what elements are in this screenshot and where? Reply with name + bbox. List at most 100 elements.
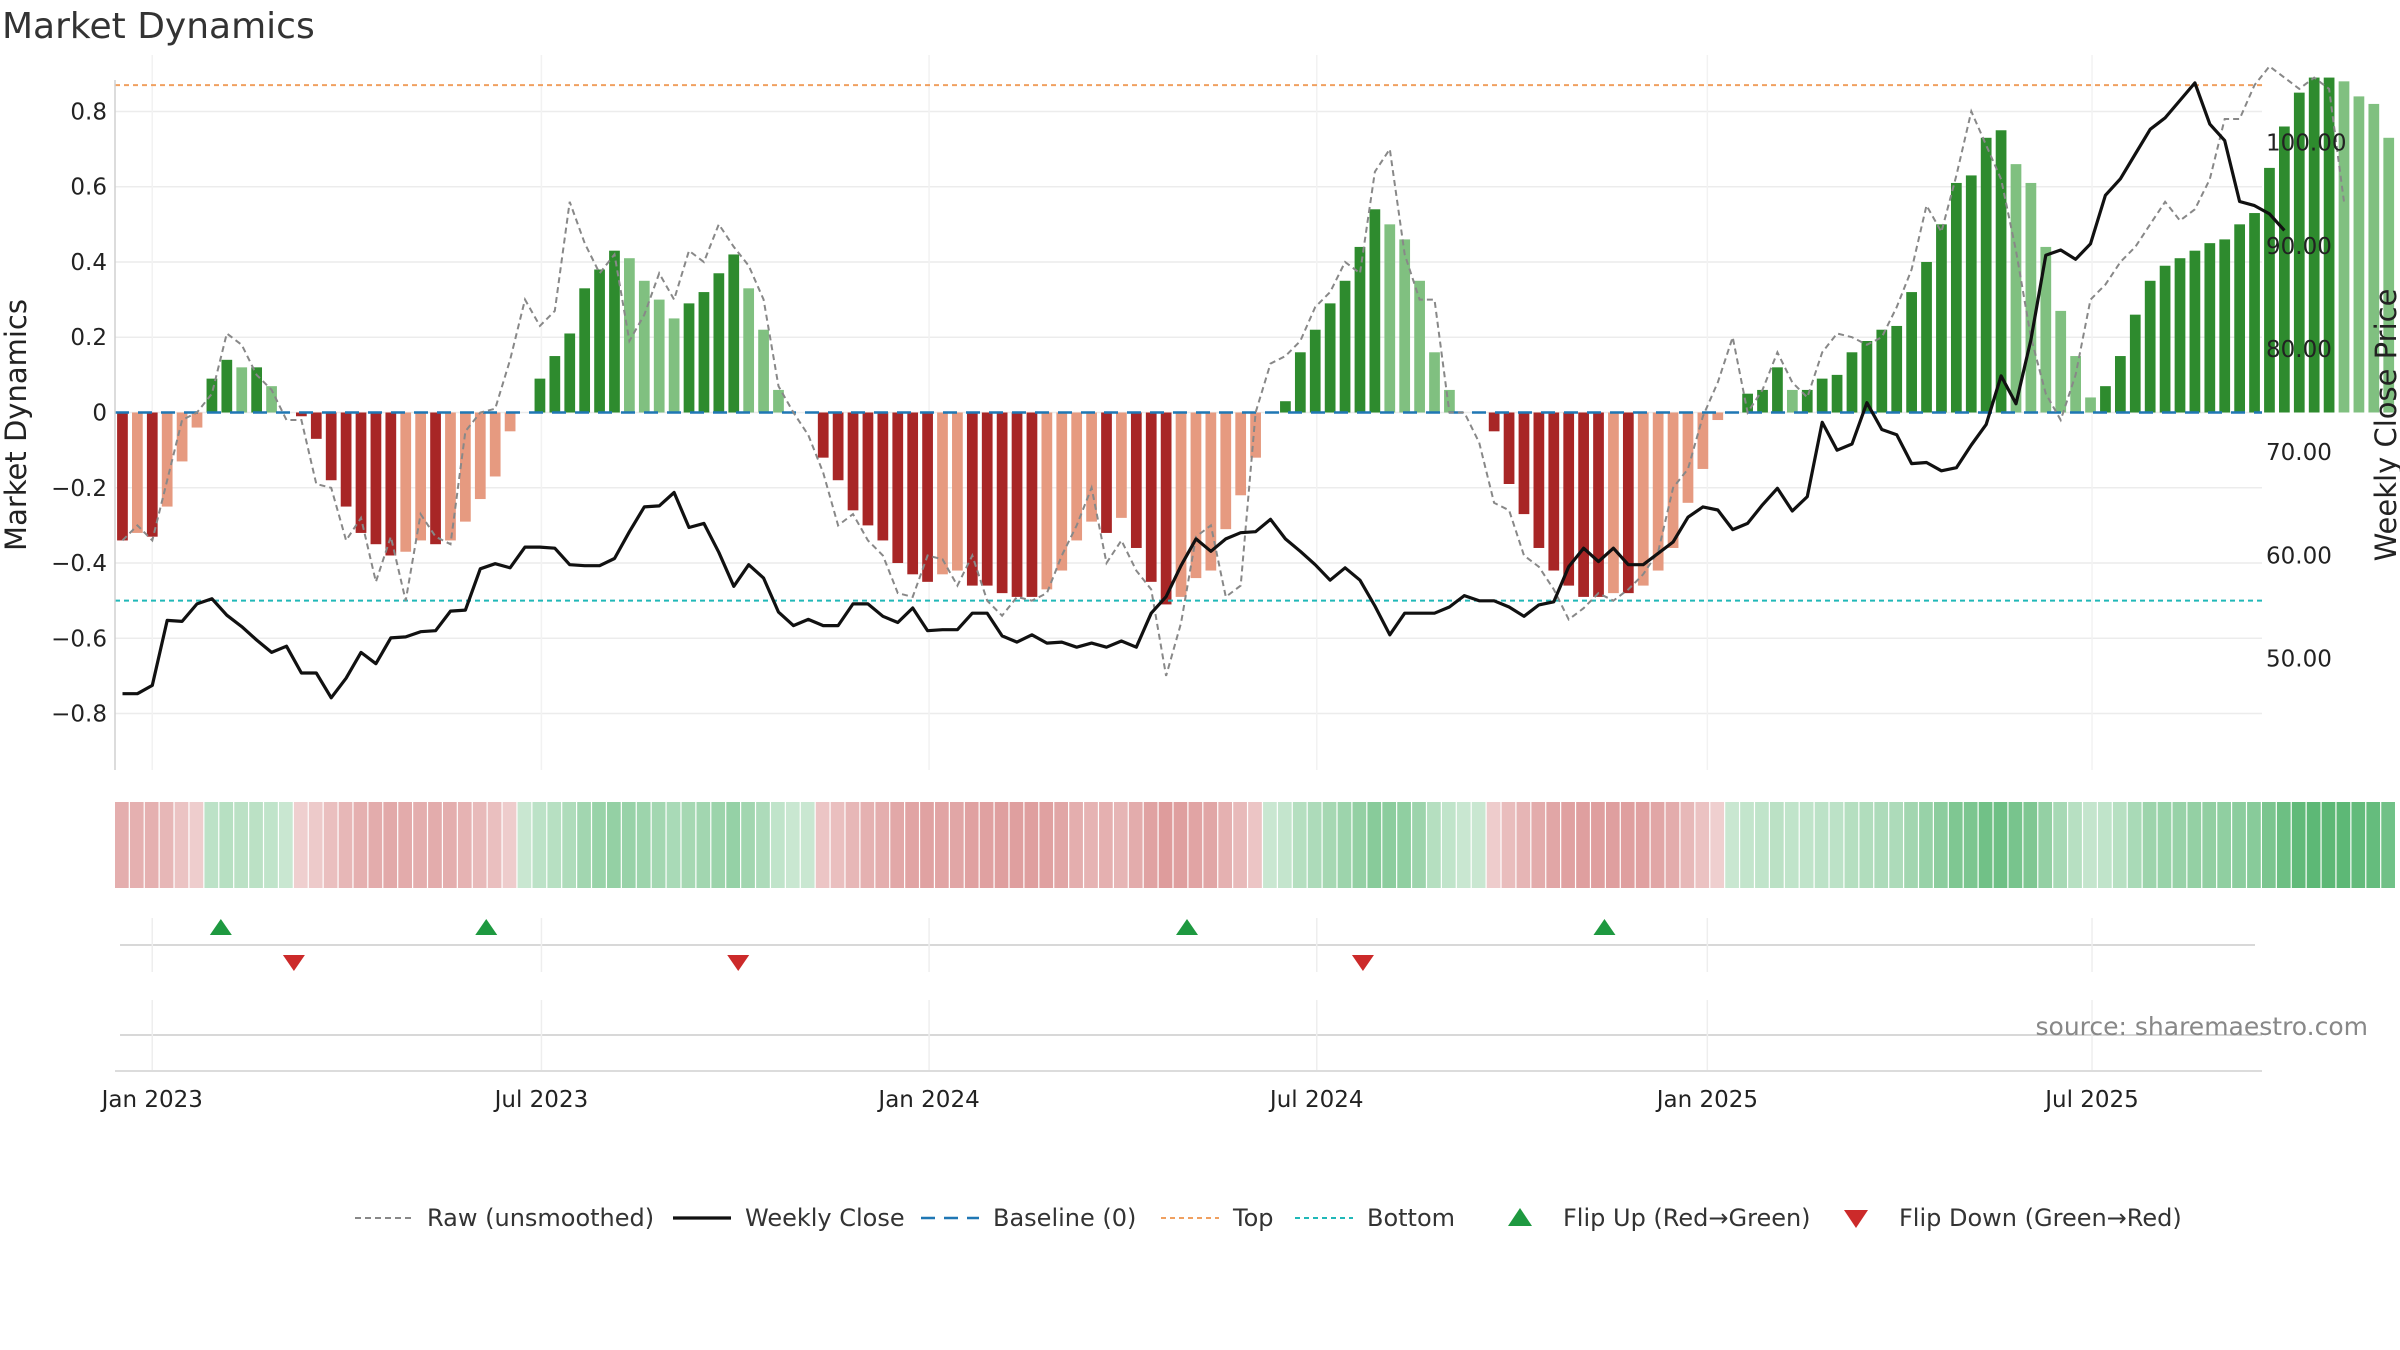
regime-cell: [1948, 802, 1963, 888]
dynamics-bar: [1682, 412, 1694, 503]
legend-swatch-flip-down: [1844, 1210, 1868, 1228]
dynamics-bars: [117, 77, 2395, 605]
regime-cell: [1277, 802, 1292, 888]
dynamics-bar: [1533, 412, 1545, 548]
regime-cell: [666, 802, 681, 888]
dynamics-bar: [415, 412, 427, 541]
dynamics-bar: [2055, 310, 2067, 413]
regime-cell: [1337, 802, 1352, 888]
axes: 0.8 0.6 0.4 0.2 0 −0.2 −0.4 −0.6 −0.8 100.00 90.00…: [51, 80, 2346, 770]
dynamics-bar: [2070, 356, 2081, 413]
regime-cell: [1695, 802, 1710, 888]
regime-cell: [457, 802, 472, 888]
regime-cell: [1367, 802, 1382, 888]
regime-cell: [1352, 802, 1367, 888]
regime-cell: [2262, 802, 2276, 888]
regime-cell: [1516, 802, 1531, 888]
dynamics-bar: [668, 318, 680, 413]
regime-cell: [144, 802, 159, 888]
regime-cell: [2187, 802, 2202, 888]
y-tick-left: 0.8: [70, 99, 107, 125]
regime-cell: [2351, 802, 2366, 888]
x-tick-label: Jul 2023: [493, 1087, 589, 1113]
x-tick-label: Jan 2024: [876, 1087, 979, 1113]
dynamics-bar: [1891, 325, 1903, 413]
dynamics-bar: [1906, 292, 1917, 413]
legend-label-raw: Raw (unsmoothed): [427, 1204, 654, 1232]
dynamics-bar: [161, 412, 173, 507]
dynamics-bar: [2085, 397, 2096, 413]
regime-cell: [428, 802, 442, 888]
regime-cell: [308, 802, 323, 888]
regime-cell: [756, 802, 770, 888]
dynamics-bar: [1503, 412, 1515, 484]
y-tick-left: −0.2: [51, 476, 107, 502]
dynamics-bar: [1220, 412, 1232, 530]
regime-cell: [517, 802, 532, 888]
dynamics-bar: [922, 412, 933, 582]
dynamics-bar: [1578, 412, 1589, 597]
regime-cell: [771, 802, 785, 888]
flip-down-marker: [282, 955, 305, 971]
dynamics-bar: [460, 412, 471, 522]
dynamics-bar: [2025, 182, 2037, 413]
regime-cell: [1039, 802, 1054, 888]
regime-cell: [189, 802, 204, 888]
regime-cell: [2053, 802, 2067, 888]
legend-label-flip_up: Flip Up (Red→Green): [1563, 1204, 1811, 1232]
dynamics-bar: [131, 412, 143, 533]
dynamics-bar: [2010, 164, 2022, 413]
y-tick-left: 0: [92, 401, 107, 427]
dynamics-bar: [1742, 393, 1753, 413]
regime-cell: [1471, 802, 1486, 888]
dynamics-bar: [504, 412, 516, 432]
regime-cell: [741, 802, 755, 888]
dynamics-bar: [2189, 250, 2201, 413]
dynamics-bar: [1593, 412, 1604, 597]
regime-cell: [1382, 802, 1397, 888]
regime-cell: [2068, 802, 2082, 888]
regime-cell: [2232, 802, 2246, 888]
dynamics-bar: [1369, 209, 1381, 413]
regime-cell: [1143, 802, 1158, 888]
dynamics-bar: [743, 288, 755, 413]
dynamics-bar: [2219, 239, 2231, 413]
y-tick-right: 80.00: [2266, 337, 2332, 363]
regime-cell: [1158, 802, 1173, 888]
regime-cell: [1859, 802, 1874, 888]
regime-cell: [681, 802, 696, 888]
dynamics-bar: [2338, 81, 2350, 413]
regime-cell: [651, 802, 666, 888]
regime-cell: [1978, 802, 1993, 888]
regime-cell: [1546, 802, 1561, 888]
regime-cell: [1919, 802, 1933, 888]
regime-cell: [2366, 802, 2381, 888]
regime-cell: [562, 802, 577, 888]
dynamics-bar: [1294, 352, 1306, 413]
dynamics-bar: [1608, 412, 1619, 594]
regime-cell: [1799, 802, 1814, 888]
dynamics-bar: [907, 412, 919, 575]
signal-panel: Jan 2023 Jul 2023 Jan 2024 Jul 2024 Jan 2025…: [100, 918, 2262, 1113]
dynamics-bar: [1921, 261, 1932, 413]
dynamics-bar: [1667, 412, 1679, 548]
regime-cell: [1054, 802, 1069, 888]
dynamics-bar: [191, 412, 203, 428]
regime-cell: [249, 802, 263, 888]
x-tick-label: Jul 2025: [2043, 1087, 2139, 1113]
dynamics-bar: [653, 299, 665, 413]
legend-label-baseline: Baseline (0): [993, 1204, 1136, 1232]
regime-cell: [800, 802, 815, 888]
dynamics-bar: [1235, 412, 1247, 496]
dynamics-bar: [981, 412, 993, 586]
dynamics-bar: [2204, 243, 2216, 413]
dynamics-bar: [1995, 130, 2007, 413]
regime-cell: [219, 802, 234, 888]
regime-cell: [1307, 802, 1322, 888]
regime-cell: [1963, 802, 1978, 888]
regime-cell: [1218, 802, 1233, 888]
dynamics-bar: [2293, 92, 2305, 413]
regime-cell: [964, 802, 979, 888]
regime-cell: [1069, 802, 1083, 888]
y-tick-right: 60.00: [2266, 543, 2332, 569]
